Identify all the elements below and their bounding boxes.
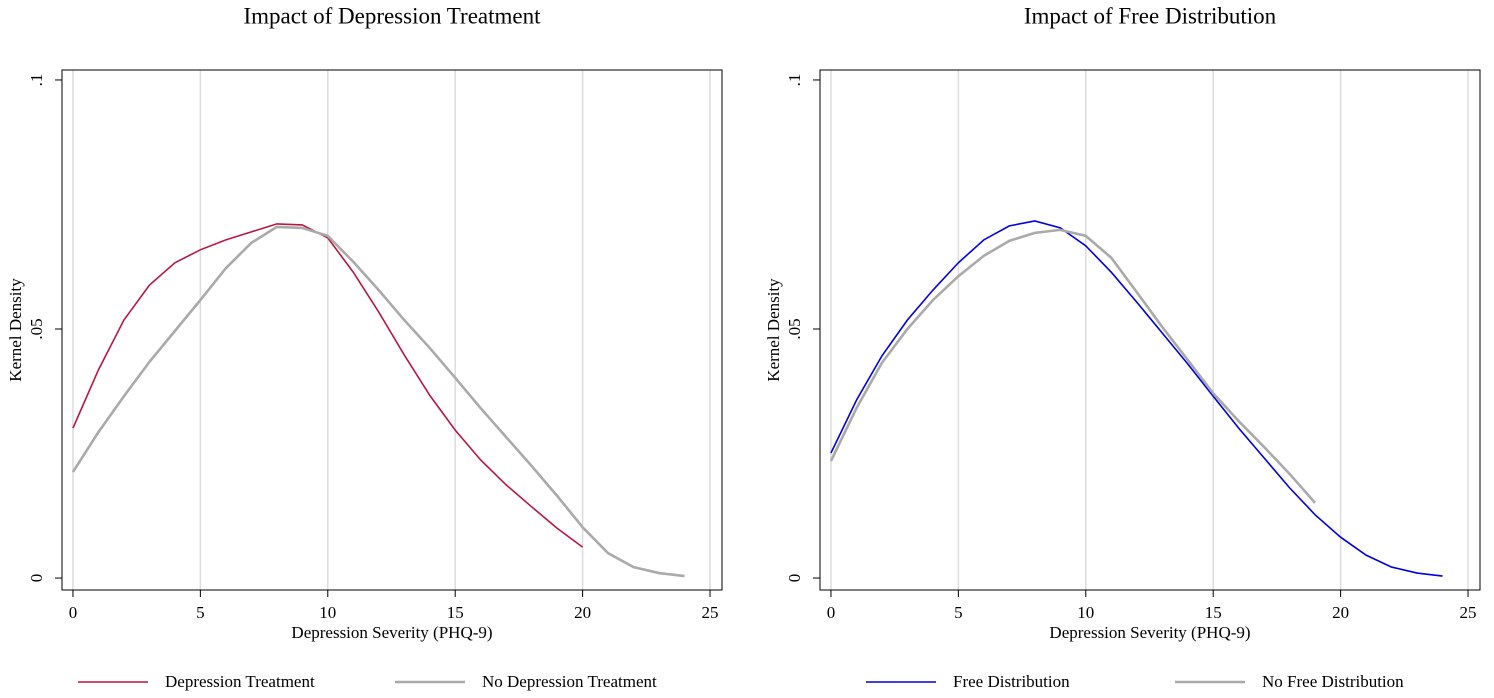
data-line [829,228,1317,504]
legend-label: Depression Treatment [165,672,315,691]
x-tick-label: 25 [1460,603,1477,622]
x-tick-label: 20 [574,603,591,622]
y-axis-label: Kernel Density [764,278,783,382]
x-axis-label: Depression Severity (PHQ-9) [1049,623,1250,642]
y-tick-label: .1 [27,74,46,87]
x-tick-label: 20 [1332,603,1349,622]
x-tick-label: 15 [1205,603,1222,622]
x-tick-label: 5 [954,603,963,622]
x-tick-label: 0 [69,603,78,622]
y-tick-label: 0 [785,574,804,583]
legend-label: No Depression Treatment [482,672,657,691]
x-tick-label: 15 [447,603,464,622]
chart-title: Impact of Depression Treatment [243,3,541,28]
x-tick-label: 0 [827,603,836,622]
x-tick-label: 5 [196,603,205,622]
y-tick-label: 0 [27,574,46,583]
chart-title: Impact of Free Distribution [1024,3,1277,28]
plot-frame [819,69,1481,591]
y-tick-label: .1 [785,74,804,87]
plot-frame [61,69,723,591]
x-tick-label: 10 [319,603,336,622]
data-line [830,220,1443,577]
data-line [72,223,584,548]
legend-label: Free Distribution [953,672,1070,691]
y-tick-label: .05 [27,318,46,339]
data-line [71,225,685,578]
x-tick-label: 10 [1077,603,1094,622]
y-axis-label: Kernel Density [6,278,25,382]
legend-label: No Free Distribution [1262,672,1404,691]
x-tick-label: 25 [702,603,719,622]
y-tick-label: .05 [785,318,804,339]
x-axis-label: Depression Severity (PHQ-9) [291,623,492,642]
